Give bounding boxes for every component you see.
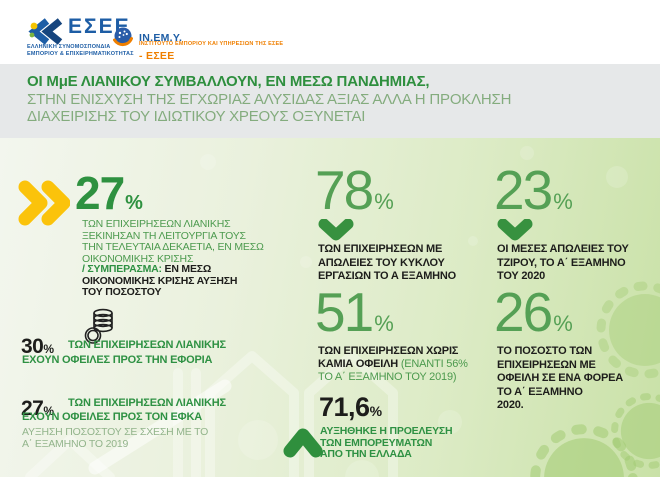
stat-single-creditor-desc: ΤΟ ΠΟΣΟΣΤΟ ΤΩΝ ΕΠΙΧΕΙΡΗΣΕΩΝ ΜΕ ΟΦΕΙΛΗ ΣΕ…	[497, 345, 623, 411]
stat-value-number: 51	[315, 281, 374, 343]
stat-value-number: 26	[494, 281, 553, 343]
esee-logo-text: ΕΣΕΕ	[68, 15, 131, 38]
stat-efka-debt-desc: ΤΩΝ ΕΠΙΧΕΙΡΗΣΕΩΝ ΛΙΑΝΙΚΗΣ ΕΧΟΥΝ ΟΦΕΙΛΕΣ …	[22, 397, 226, 423]
stat-greek-origin-value: 71,6%	[319, 394, 382, 421]
stat-founded-value: 27%	[75, 167, 143, 219]
bokeh-dot	[200, 154, 216, 170]
percent-sign: %	[43, 342, 54, 356]
stat-no-debt-desc-bold: ΤΩΝ ΕΠΙΧΕΙΡΗΣΕΩΝ ΧΩΡΙΣ ΚΑΜΙΑ ΟΦΕΙΛΗ	[318, 345, 459, 370]
stat-avg-turnover-loss-desc: ΟΙ ΜΕΣΕΣ ΑΠΩΛΕΙΕΣ ΤΟΥ ΤΖΙΡΟΥ, ΤΟ Α΄ ΕΞΑΜ…	[497, 243, 629, 282]
stat-founded-conclusion: / ΣΥΜΠΕΡΑΣΜΑ: ΕΝ ΜΕΣΩ ΟΙΚΟΝΟΜΙΚΗΣ ΚΡΙΣΗΣ…	[82, 263, 267, 299]
bokeh-dot	[438, 410, 462, 434]
header-bar: ΕΣΕΕ ΕΛΛΗΝΙΚΗ ΣΥΝΟΜΟΣΠΟΝΔΙΑ ΕΜΠΟΡΙΟΥ & Ε…	[0, 0, 660, 64]
arrow-up-icon	[282, 425, 324, 464]
arrow-down-icon	[318, 218, 354, 246]
esee-logo-tagline: ΕΛΛΗΝΙΚΗ ΣΥΝΟΜΟΣΠΟΝΔΙΑ ΕΜΠΟΡΙΟΥ & ΕΠΙΧΕΙ…	[27, 44, 134, 57]
inemy-logo-suffix: - ΕΣΕΕ	[139, 50, 175, 62]
stat-no-debt-value: 51%	[315, 281, 394, 343]
inemy-logo-text: ΙΝ.ΕΜ.Υ. - ΕΣΕΕ	[139, 28, 182, 64]
stat-no-debt-desc-note: (ΕΝΑΝΤΙ 56% ΤΟ Α΄ ΕΞΑΜΗΝΟ ΤΟΥ 2019)	[318, 358, 468, 383]
percent-sign: %	[374, 311, 394, 336]
percent-sign: %	[553, 189, 573, 214]
conclusion-text: ΕΝ ΜΕΣΩ ΟΙΚΟΝΟΜΙΚΗΣ ΚΡΙΣΗΣ ΑΥΞΗΣΗ ΤΟΥ ΠΟ…	[82, 263, 238, 298]
stat-value-number: 71,6	[319, 392, 370, 422]
stat-efka-debt-note: ΑΥΞΗΣΗ ΠΟΣΟΣΤΟΥ ΣΕ ΣΧΕΣΗ ΜΕ ΤΟ Α΄ ΕΞΑΜΗΝ…	[22, 426, 209, 450]
stats-canvas: 27% ΤΩΝ ΕΠΙΧΕΙΡΗΣΕΩΝ ΛΙΑΝΙΚΗΣ ΞΕΚΙΝΗΣΑΝ …	[0, 138, 660, 477]
stat-value-number: 23	[494, 159, 553, 221]
percent-sign: %	[43, 404, 54, 418]
percent-sign: %	[553, 311, 573, 336]
stat-efka-debt-value: 27%	[21, 398, 54, 419]
inemy-logo-icon	[112, 26, 134, 53]
watermark-pattern	[25, 351, 398, 477]
bokeh-dot	[468, 236, 478, 246]
stat-turnover-losses-desc: ΤΩΝ ΕΠΙΧΕΙΡΗΣΕΩΝ ΜΕ ΑΠΩΛΕΙΕΣ ΤΟΥ ΚΥΚΛΟΥ …	[318, 243, 456, 282]
stat-tax-debt-desc: ΤΩΝ ΕΠΙΧΕΙΡΗΣΕΩΝ ΛΙΑΝΙΚΗΣ ΕΧΟΥΝ ΟΦΕΙΛΕΣ …	[22, 339, 226, 366]
stat-value-number: 78	[315, 159, 374, 221]
esee-logo-icon	[27, 18, 63, 50]
title-line-2: ΣΤΗΝ ΕΝΙΣΧΥΣΗ ΤΗΣ ΕΓΧΩΡΙΑΣ ΑΛΥΣΙΔΑΣ ΑΞΙΑ…	[27, 91, 512, 108]
stat-greek-origin-desc: ΑΥΞΗΘΗΚΕ Η ΠΡΟΕΛΕΥΣΗ ΤΩΝ ΕΜΠΟΡΕΥΜΑΤΩΝ ΑΠ…	[320, 425, 453, 460]
virus-icon	[596, 281, 660, 379]
bokeh-dot	[345, 460, 379, 477]
stat-turnover-losses-value: 78%	[315, 159, 394, 221]
stat-avg-turnover-loss-value: 23%	[494, 159, 573, 221]
inemy-logo-tagline: ΙΝΣΤΙΤΟΥΤΟ ΕΜΠΟΡΙΟΥ ΚΑΙ ΥΠΗΡΕΣΙΩΝ ΤΗΣ ΕΣ…	[139, 41, 284, 47]
stat-value-number: 27	[21, 397, 44, 420]
coins-icon	[84, 308, 114, 349]
percent-sign: %	[374, 189, 394, 214]
bokeh-dot	[238, 420, 278, 460]
virus-icon	[611, 393, 660, 469]
virus-icon	[530, 424, 638, 477]
percent-sign: %	[125, 192, 143, 214]
stat-single-creditor-value: 26%	[494, 281, 573, 343]
stat-value-number: 30	[21, 335, 44, 358]
bokeh-dot	[300, 256, 312, 268]
stat-tax-debt-value: 30%	[21, 336, 54, 357]
title-band: ΟΙ ΜμΕ ΛΙΑΝΙΚΟΥ ΣΥΜΒΑΛΛΟΥΝ, ΕΝ ΜΕΣΩ ΠΑΝΔ…	[0, 64, 660, 138]
bokeh-dot	[606, 166, 628, 188]
title-line-3: ΔΙΑΧΕΙΡΙΣΗΣ ΤΟΥ ΙΔΙΩΤΙΚΟΥ ΧΡΕΟΥΣ ΟΞΥΝΕΤΑ…	[27, 108, 366, 125]
stat-founded-desc: ΤΩΝ ΕΠΙΧΕΙΡΗΣΕΩΝ ΛΙΑΝΙΚΗΣ ΞΕΚΙΝΗΣΑΝ ΤΗ Λ…	[82, 218, 264, 265]
stat-no-debt-desc: ΤΩΝ ΕΠΙΧΕΙΡΗΣΕΩΝ ΧΩΡΙΣ ΚΑΜΙΑ ΟΦΕΙΛΗ (ΕΝΑ…	[318, 345, 493, 384]
arrow-down-icon	[497, 218, 533, 246]
inemy-logo-name: ΙΝ.ΕΜ.Υ.	[139, 32, 183, 44]
double-chevron-right-icon	[18, 180, 71, 231]
bokeh-dot	[520, 146, 534, 160]
title-line-1: ΟΙ ΜμΕ ΛΙΑΝΙΚΟΥ ΣΥΜΒΑΛΛΟΥΝ, ΕΝ ΜΕΣΩ ΠΑΝΔ…	[27, 73, 430, 90]
percent-sign: %	[369, 403, 382, 419]
conclusion-label: / ΣΥΜΠΕΡΑΣΜΑ:	[82, 263, 165, 275]
stat-value-number: 27	[75, 167, 125, 219]
